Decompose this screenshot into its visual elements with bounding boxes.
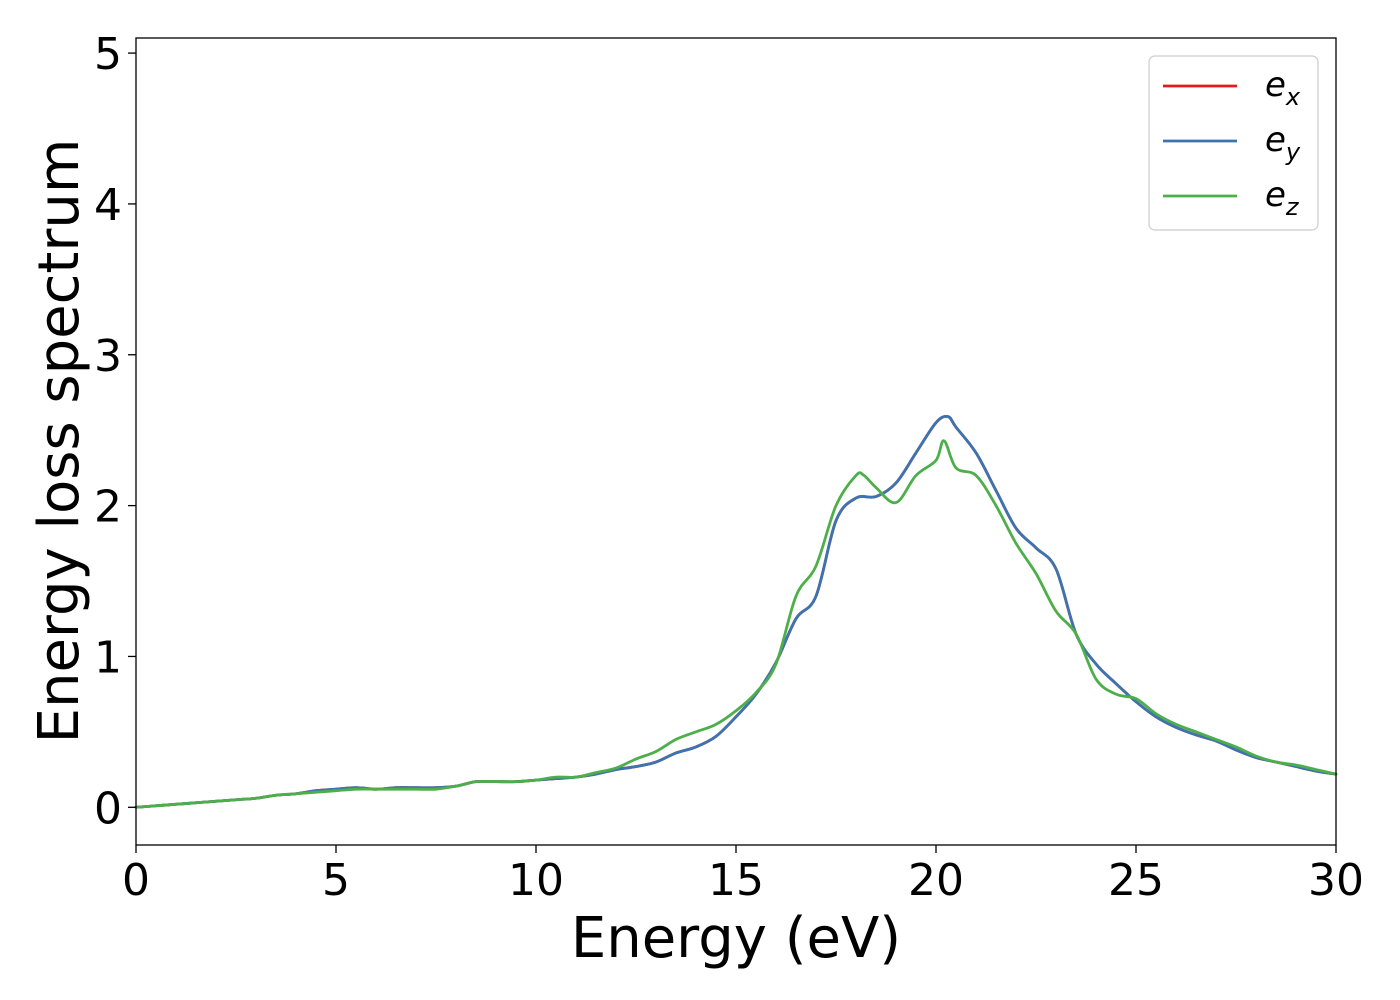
x-axis-ticks: 0 5 10 15 20 25 30 [122,845,1364,906]
x-tick-label: 25 [1108,855,1164,906]
legend-label: ez [1265,175,1300,221]
y-tick-label: 1 [94,632,122,683]
y-tick-label: 0 [94,783,122,834]
series-line-ey [134,414,1338,809]
y-tick-label: 2 [94,482,122,533]
y-tick-label: 5 [94,29,122,80]
x-tick-label: 5 [322,855,350,906]
series-layer [134,414,1338,809]
legend-label: ex [1265,65,1301,111]
x-tick-label: 0 [122,855,150,906]
legend-label-base: e [1265,175,1286,215]
y-tick-label: 4 [94,180,122,231]
legend-label-base: e [1265,65,1286,105]
legend-label-base: e [1265,120,1286,160]
legend-label: ey [1265,120,1301,166]
x-axis-title: Energy (eV) [571,906,901,971]
legend-label-subscript: x [1285,83,1301,111]
series-line-ez [134,439,1338,809]
x-tick-label: 15 [708,855,764,906]
legend-box [1148,55,1319,231]
y-axis-title: Energy loss spectrum [27,139,92,744]
x-tick-label: 20 [908,855,964,906]
x-tick-label: 10 [508,855,564,906]
x-tick-label: 30 [1308,855,1364,906]
y-tick-label: 3 [94,331,122,382]
legend-label-subscript: y [1285,138,1301,166]
legend-label-subscript: z [1285,193,1300,221]
y-axis-ticks: 0 1 2 3 4 5 [94,29,136,834]
